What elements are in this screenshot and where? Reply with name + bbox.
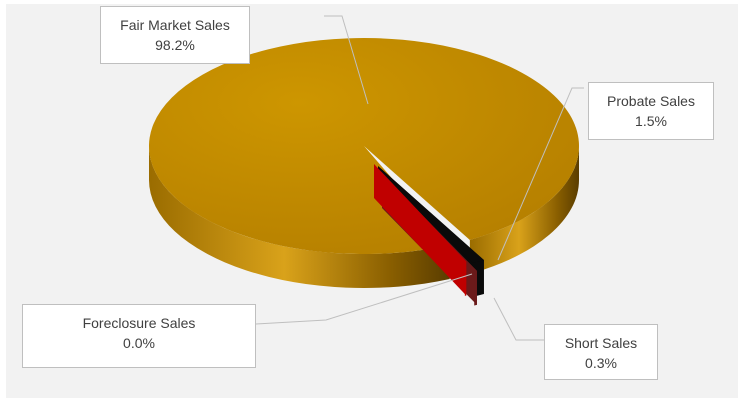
label-short-value: 0.3% [585,355,617,371]
leader-fair-market [324,15,369,105]
leader-short [493,297,544,341]
label-probate: Probate Sales 1.5% [588,82,714,140]
label-probate-name: Probate Sales [607,93,695,109]
pie-slices [148,38,579,306]
slice-fair-market [148,38,579,255]
label-fair-market-name: Fair Market Sales [120,17,230,33]
pie-chart [148,15,584,341]
leader-foreclosure [255,273,473,325]
label-foreclosure-value: 0.0% [123,335,155,351]
label-probate-value: 1.5% [635,113,667,129]
label-fair-market: Fair Market Sales 98.2% [100,6,250,64]
slice-probate-sales [378,166,484,263]
label-short: Short Sales 0.3% [544,324,658,380]
label-foreclosure-name: Foreclosure Sales [82,315,196,331]
slice-foreclosure-sales-side [464,261,467,296]
slice-foreclosure-sales-wall [374,164,467,296]
slice-fair-market-side-right [469,146,579,274]
slice-foreclosure-sales [374,164,467,262]
slice-fair-market-side-left [149,146,450,288]
leader-lines [255,15,584,341]
leader-probate [497,87,584,261]
slice-short-sales-side [474,270,477,306]
label-foreclosure: Foreclosure Sales 0.0% [22,304,256,368]
chart-area: Fair Market Sales 98.2% Probate Sales 1.… [6,4,738,398]
label-fair-market-value: 98.2% [155,37,195,53]
label-short-name: Short Sales [564,335,638,351]
